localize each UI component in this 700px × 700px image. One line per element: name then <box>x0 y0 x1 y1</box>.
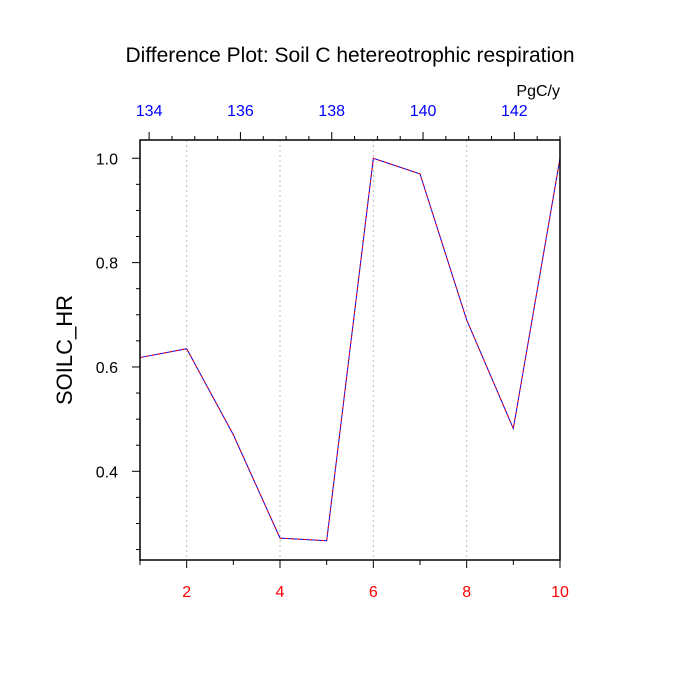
top-tick-label-136: 136 <box>227 103 254 120</box>
top-tick-label-138: 138 <box>318 103 345 120</box>
y-tick-label-0: 0.4 <box>96 464 118 481</box>
plot-frame <box>139 139 561 561</box>
x-tick-label-8: 8 <box>462 584 471 601</box>
top-tick-label-134: 134 <box>136 103 163 120</box>
y-tick-label-3: 1.0 <box>96 151 118 168</box>
tick-labels: 2 4 6 8 10 134 136 138 140 142 0.4 0.6 0.8 1.0 <box>96 103 569 601</box>
top-axis-unit: PgC/y <box>516 83 560 100</box>
grid-lines <box>186 140 561 560</box>
top-tick-label-140: 140 <box>410 103 437 120</box>
x-tick-label-6: 6 <box>369 584 378 601</box>
series-line-2 <box>139 157 561 542</box>
chart-title: Difference Plot: Soil C hetereotrophic r… <box>125 44 574 67</box>
y-tick-label-2: 0.8 <box>96 256 118 273</box>
x-tick-label-4: 4 <box>276 584 285 601</box>
axis-ticks <box>132 132 561 568</box>
y-axis-label: SOILC_HR <box>52 295 77 405</box>
x-tick-label-10: 10 <box>551 584 569 601</box>
x-tick-label-2: 2 <box>182 584 191 601</box>
top-tick-label-142: 142 <box>501 103 528 120</box>
y-tick-label-1: 0.6 <box>96 360 118 377</box>
data-series <box>139 157 561 542</box>
